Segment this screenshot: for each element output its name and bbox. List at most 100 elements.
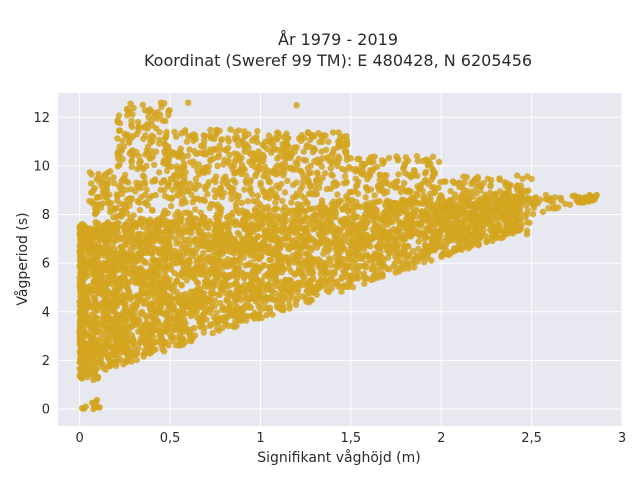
scatter-point [218,136,225,143]
scatter-point [169,151,176,158]
scatter-point [117,243,125,250]
scatter-point [359,221,366,229]
scatter-point [367,203,375,210]
scatter-point [519,175,526,182]
scatter-point [159,117,167,124]
scatter-point [223,232,230,240]
scatter-point [125,289,133,296]
scatter-point [272,229,280,236]
scatter-point [185,215,193,223]
scatter-point [80,240,88,247]
scatter-point [233,322,240,330]
scatter-point [136,316,143,324]
scatter-point [136,206,144,214]
scatter-point [261,262,268,269]
scatter-point [382,180,389,187]
scatter-point [218,306,226,313]
x-tick-labels: 0 0,5 1 1,5 2 2,5 3 [76,431,627,446]
scatter-point [269,311,276,318]
scatter-point [253,134,260,141]
scatter-point [331,240,338,248]
scatter-point [314,169,321,176]
scatter-point [336,254,343,261]
scatter-point [362,203,370,211]
scatter-point [187,288,194,295]
scatter-point [362,171,369,178]
x-tick-label: 0 [76,431,84,446]
scatter-point [304,200,311,207]
scatter-point [99,360,106,368]
scatter-point [322,243,330,251]
scatter-point [105,265,112,272]
scatter-point [288,268,295,275]
scatter-point [319,211,326,218]
scatter-point [318,197,326,204]
scatter-point [291,217,298,224]
scatter-point [332,182,339,189]
scatter-point [245,144,252,151]
x-tick-label: 0,5 [160,431,181,446]
scatter-point [163,324,170,331]
scatter-point [422,233,430,240]
y-tick-label: 8 [42,208,50,223]
scatter-point [232,129,239,136]
scatter-point [279,197,286,205]
scatter-point [151,161,158,169]
scatter-point [197,255,205,262]
scatter-point [156,129,163,136]
scatter-point [205,148,213,156]
scatter-point [202,183,209,190]
scatter-point [258,245,266,252]
scatter-point [308,283,316,291]
scatter-point [342,202,349,209]
scatter-point [176,239,183,247]
scatter-point [304,165,311,172]
scatter-point [78,235,85,242]
scatter-point [132,268,139,275]
scatter-point [482,217,489,225]
scatter-point [301,195,308,202]
scatter-point [232,179,239,186]
scatter-point [263,171,270,178]
scatter-point [88,171,95,178]
scatter-point [449,248,456,256]
scatter-point [308,258,315,265]
scatter-point [151,177,159,185]
scatter-point [555,204,562,211]
scatter-point [335,129,342,136]
scatter-point [191,215,198,222]
scatter-point [523,231,531,238]
scatter-point [105,338,112,346]
x-axis-label: Signifikant våghöjd (m) [257,449,420,466]
scatter-point [341,282,348,289]
scatter-point [254,192,262,199]
scatter-point [343,264,351,271]
scatter-point [161,178,168,185]
scatter-point [308,297,315,304]
scatter-point [156,264,163,271]
scatter-point [119,176,127,183]
scatter-point [496,227,503,234]
scatter-point [459,243,466,250]
scatter-point [296,263,303,271]
scatter-point [160,337,167,345]
scatter-point [105,198,112,205]
scatter-point [152,148,160,155]
scatter-point [189,198,197,206]
scatter-point [176,152,183,159]
chart-title-line1: År 1979 - 2019 [278,30,398,49]
scatter-point [518,189,525,196]
scatter-point [493,214,501,221]
scatter-point [274,134,282,141]
scatter-point [168,284,176,291]
scatter-point [409,247,416,255]
scatter-point [209,233,216,240]
y-tick-label: 2 [42,354,50,369]
scatter-point [241,313,249,320]
scatter-point [138,328,145,336]
scatter-point [346,249,353,256]
scatter-point [93,222,100,229]
scatter-point [295,280,303,287]
scatter-point [240,247,247,254]
